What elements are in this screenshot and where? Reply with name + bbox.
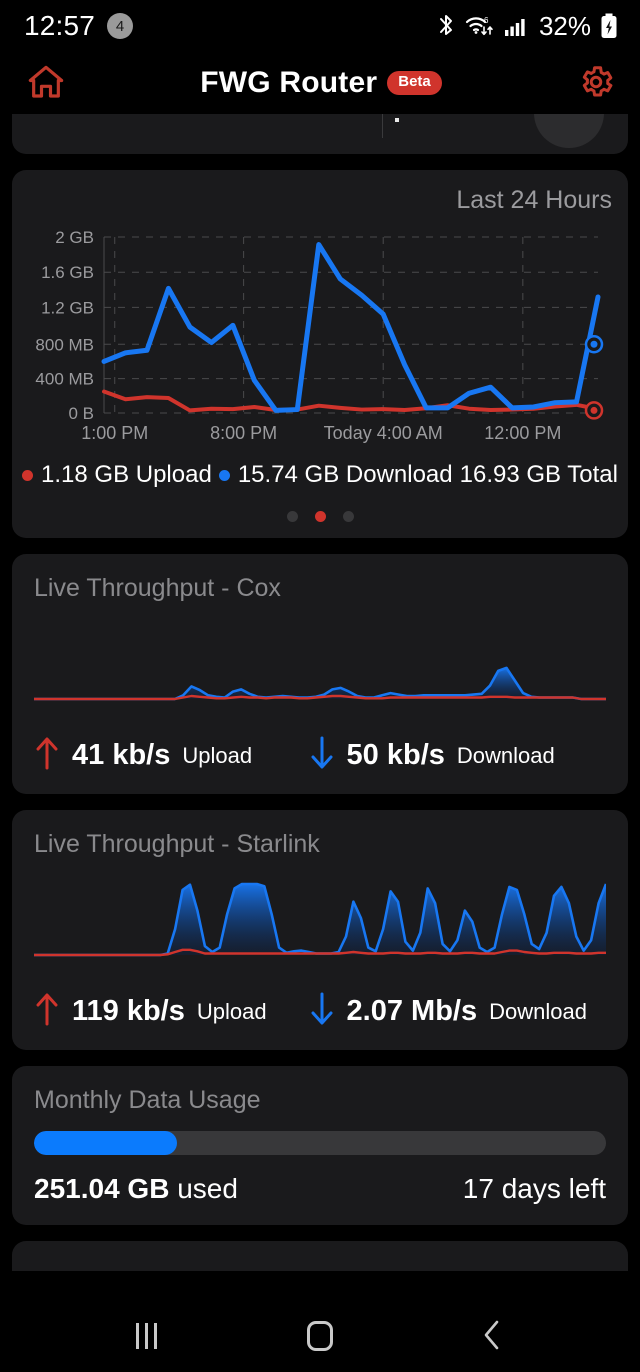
partial-dot (395, 118, 399, 122)
back-chevron-icon (478, 1318, 508, 1355)
battery-charging-icon (600, 13, 618, 39)
cellular-signal-icon (504, 14, 528, 38)
legend-upload-label: 1.18 GB Upload (41, 461, 212, 488)
svg-text:1.2 GB: 1.2 GB (41, 298, 94, 317)
legend-upload-dot (22, 469, 34, 481)
carousel-page-dots[interactable] (28, 511, 612, 528)
monthly-used-text: 251.04 GB used (34, 1173, 238, 1205)
status-bar-left: 12:57 4 (24, 10, 134, 42)
content-scroll-area[interactable]: Last 24 Hours 2 GB 1.6 GB 1.2 GB 800 MB 400 … (0, 114, 640, 1300)
arrow-up-icon (34, 735, 60, 776)
upload-label: Upload (182, 742, 253, 768)
live-sparkline-starlink (34, 867, 606, 975)
arrow-down-icon (309, 991, 335, 1032)
monthly-data-usage-card[interactable]: Monthly Data Usage 251.04 GB used 17 day… (12, 1066, 628, 1225)
home-icon (26, 62, 66, 105)
home-button[interactable] (24, 61, 68, 105)
wifi-6-icon: 6 (465, 13, 495, 39)
live-card-title: Live Throughput - Cox (34, 574, 281, 602)
svg-text:2 GB: 2 GB (55, 228, 94, 247)
app-header: FWG Router Beta (0, 52, 640, 114)
page-dot-0[interactable] (286, 511, 298, 522)
notification-count-badge: 4 (107, 13, 134, 39)
arrow-down-icon (309, 735, 335, 776)
legend-total-label: 16.93 GB Total (459, 461, 618, 488)
monthly-usage-stats-row: 251.04 GB used 17 days left (34, 1173, 606, 1205)
recents-button[interactable] (112, 1306, 182, 1366)
live-stats-row: 119 kb/s Upload 2.07 Mb/s Download (34, 991, 606, 1032)
sparkline-svg (34, 882, 606, 957)
arrow-up-icon (34, 991, 60, 1032)
home-square-icon (306, 1321, 333, 1351)
partial-card-below[interactable] (12, 1241, 628, 1271)
bluetooth-icon (436, 13, 456, 39)
legend-download: 15.74 GB Download (218, 461, 453, 489)
page-dot-2[interactable] (342, 511, 354, 522)
svg-text:Today 4:00 AM: Today 4:00 AM (324, 423, 443, 443)
upload-stat: 41 kb/s Upload (34, 735, 309, 776)
svg-text:6: 6 (484, 16, 489, 25)
live-sparkline-cox (34, 611, 606, 719)
partial-card-above[interactable] (12, 114, 628, 154)
page-title: FWG Router (200, 66, 378, 99)
legend-download-dot (218, 469, 230, 481)
header-title-group: FWG Router Beta (68, 66, 574, 100)
monthly-usage-title: Monthly Data Usage (34, 1086, 261, 1114)
upload-stat: 119 kb/s Upload (34, 991, 309, 1032)
partial-divider (382, 114, 383, 138)
svg-text:1.6 GB: 1.6 GB (41, 263, 94, 282)
legend-download-label: 15.74 GB Download (237, 461, 453, 488)
status-bar-right: 6 32% (436, 11, 618, 42)
download-stat: 50 kb/s Download (309, 735, 606, 776)
upload-value: 119 kb/s (72, 995, 185, 1027)
usage-line-chart[interactable]: 2 GB 1.6 GB 1.2 GB 800 MB 400 MB 0 B 1:00 PM 8:… (28, 223, 612, 455)
battery-percent: 32% (538, 10, 591, 41)
usage-chart-card[interactable]: Last 24 Hours 2 GB 1.6 GB 1.2 GB 800 MB 400 … (12, 170, 628, 538)
usage-chart-title: Last 24 Hours (456, 186, 612, 214)
back-button[interactable] (458, 1306, 528, 1366)
monthly-used-value: 251.04 GB (34, 1173, 170, 1204)
page-dot-1[interactable] (314, 511, 326, 522)
legend-upload: 1.18 GB Upload (22, 461, 212, 489)
status-bar: 12:57 4 6 (0, 0, 640, 52)
svg-text:0 B: 0 B (68, 404, 94, 423)
svg-text:12:00 PM: 12:00 PM (484, 423, 561, 443)
usage-chart-svg: 2 GB 1.6 GB 1.2 GB 800 MB 400 MB 0 B1:00 PM 8:… (35, 228, 604, 443)
monthly-used-suffix: used (177, 1173, 238, 1204)
usage-chart-legend: 1.18 GB Upload 15.74 GB Download 16.93 G… (22, 461, 618, 489)
svg-text:8:00 PM: 8:00 PM (210, 423, 277, 443)
home-nav-button[interactable] (285, 1306, 355, 1366)
gear-icon (577, 63, 615, 104)
android-nav-bar (0, 1300, 640, 1372)
download-stat: 2.07 Mb/s Download (309, 991, 606, 1032)
live-card-title: Live Throughput - Starlink (34, 830, 320, 858)
recents-icon (136, 1323, 158, 1349)
svg-text:400 MB: 400 MB (35, 370, 94, 389)
svg-text:1:00 PM: 1:00 PM (81, 423, 148, 443)
live-throughput-card-starlink[interactable]: Live Throughput - Starlink 119 kb/s Uplo… (12, 810, 628, 1050)
status-time: 12:57 (24, 10, 96, 41)
settings-button[interactable] (574, 61, 618, 105)
download-value: 50 kb/s (346, 739, 445, 771)
monthly-days-left: 17 days left (462, 1173, 606, 1204)
partial-gauge-arc (534, 114, 604, 148)
monthly-usage-progress-track (34, 1131, 606, 1155)
upload-value: 41 kb/s (72, 739, 171, 771)
download-label: Download (456, 742, 555, 768)
live-stats-row: 41 kb/s Upload 50 kb/s Download (34, 735, 606, 776)
live-throughput-card-cox[interactable]: Live Throughput - Cox 41 kb/s Upload 50 … (12, 554, 628, 794)
beta-badge: Beta (387, 71, 442, 95)
sparkline-svg (34, 666, 606, 701)
monthly-usage-progress-fill (34, 1131, 177, 1155)
download-label: Download (489, 998, 587, 1024)
upload-label: Upload (196, 998, 267, 1024)
svg-text:800 MB: 800 MB (35, 335, 94, 354)
download-value: 2.07 Mb/s (346, 995, 478, 1027)
